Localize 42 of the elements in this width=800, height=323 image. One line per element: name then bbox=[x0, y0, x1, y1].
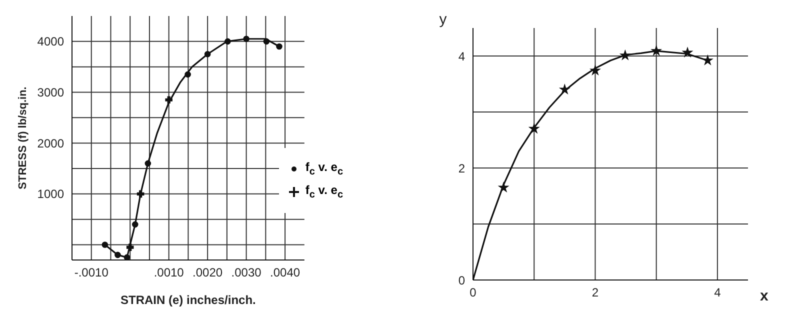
x-tick-label: 0 bbox=[470, 286, 477, 300]
point bbox=[224, 38, 231, 45]
point bbox=[652, 46, 662, 56]
x-tick-label: .0040 bbox=[270, 266, 300, 280]
x-tick-label: .0020 bbox=[192, 266, 223, 280]
x-tick-label: 4 bbox=[714, 286, 722, 300]
point bbox=[102, 242, 108, 248]
y-axis-title: y bbox=[439, 11, 448, 28]
point bbox=[263, 38, 270, 45]
x-tick-label: -.0010 bbox=[74, 266, 109, 280]
point bbox=[144, 160, 152, 167]
y-tick-label: 2000 bbox=[37, 136, 64, 150]
point bbox=[529, 124, 539, 133]
point bbox=[114, 252, 121, 258]
point bbox=[682, 48, 692, 57]
x-tick-label: .0030 bbox=[231, 266, 262, 280]
point bbox=[184, 71, 191, 78]
y-tick-label: 1000 bbox=[37, 187, 64, 202]
y-tick-label: 2 bbox=[458, 161, 466, 176]
x-axis-title: x bbox=[760, 287, 769, 304]
y-tick-label: 3000 bbox=[37, 86, 64, 100]
point bbox=[498, 182, 508, 192]
point bbox=[136, 190, 144, 198]
legend-label: f$_{c}$ v. e$_{c}$ bbox=[305, 183, 343, 201]
point bbox=[204, 50, 211, 58]
point bbox=[165, 96, 172, 104]
point bbox=[620, 50, 630, 60]
point bbox=[702, 56, 712, 65]
x-tick-label: 2 bbox=[592, 286, 599, 300]
point bbox=[126, 244, 134, 251]
legend-label: f$_{c}$ v. e$_{c}$ bbox=[305, 160, 343, 178]
point bbox=[590, 66, 600, 75]
point bbox=[132, 221, 138, 228]
y-axis-title: STRESS (f) lb/sq.in. bbox=[16, 86, 29, 190]
y-tick-label: 4 bbox=[458, 49, 466, 64]
point bbox=[560, 84, 570, 94]
y-tick-label: 4000 bbox=[37, 34, 64, 49]
point bbox=[276, 43, 282, 50]
x-tick-label: .0010 bbox=[154, 266, 184, 280]
x-axis-title: STRAIN (e) inches/inch. bbox=[120, 293, 256, 307]
point bbox=[124, 254, 130, 260]
point bbox=[243, 36, 250, 42]
